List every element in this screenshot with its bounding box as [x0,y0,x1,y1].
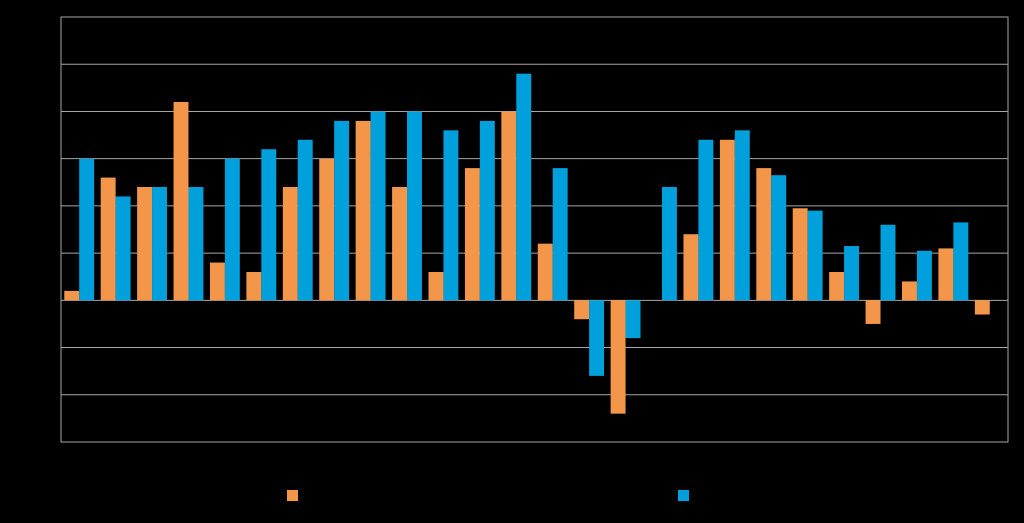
bar-series-2 [188,187,204,301]
bar-series-1 [574,300,590,320]
bar-series-2 [661,187,677,301]
bar-series-1 [64,290,80,301]
bar-series-2 [370,111,386,301]
bar-series-2 [516,73,532,301]
bar-series-2 [224,158,240,301]
bar-series-2 [152,187,167,301]
bar-series-1 [829,272,845,301]
bar-series-2 [115,196,131,301]
legend-marker-series-2 [678,490,689,501]
bar-series-1 [938,248,954,301]
bar-series-1 [209,262,225,301]
bars [64,73,990,414]
bar-series-1 [173,102,189,301]
bar-series-2 [734,130,750,301]
bar-series-1 [865,300,881,324]
bar-series-1 [464,168,480,301]
bar-series-1 [392,187,408,301]
bar-series-1 [100,177,116,301]
bar-series-1 [974,300,990,315]
bar-series-1 [610,300,626,414]
bar-series-1 [428,272,444,301]
bar-series-2 [916,250,932,301]
bar-series-1 [537,243,553,301]
bar-series-2 [297,139,313,301]
bar-series-1 [355,120,371,301]
bar-series-2 [625,300,641,339]
legend [287,490,689,501]
bar-series-2 [79,158,95,301]
bar-series-2 [407,111,422,301]
bar-series-1 [756,168,772,301]
bar-series-2 [552,168,568,301]
bar-series-2 [953,222,969,301]
bar-series-2 [589,300,605,376]
plot-frame [60,16,1009,443]
bar-series-2 [261,149,277,301]
bar-series-2 [771,175,787,301]
bar-series-1 [792,208,808,301]
legend-marker-series-1 [287,490,298,501]
bar-series-1 [246,272,262,301]
bar-series-1 [319,158,335,301]
bar-series-2 [443,130,459,301]
bar-series-1 [683,234,699,301]
bar-series-1 [501,111,517,301]
bar-series-2 [698,139,714,301]
bar-series-1 [719,139,735,301]
bar-series-1 [282,187,298,301]
bar-series-1 [902,281,917,301]
bar-series-2 [807,210,823,301]
bar-series-2 [334,120,350,301]
bar-series-2 [479,120,495,301]
bar-series-1 [137,187,153,301]
bar-series-2 [880,224,896,301]
bar-series-2 [844,246,860,301]
